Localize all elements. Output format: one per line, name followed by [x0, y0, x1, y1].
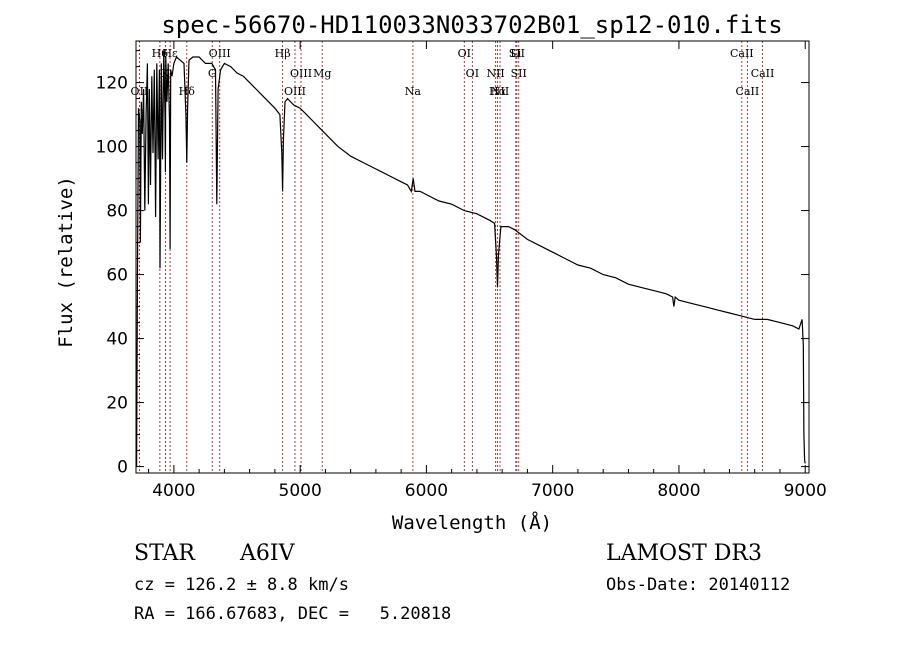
y-tick-label: 120 [96, 74, 128, 94]
subclass: A6IV [239, 541, 296, 566]
y-tick-label: 0 [117, 458, 128, 478]
annotation-label: CaII [751, 67, 775, 80]
survey-name: LAMOST DR3 [606, 541, 762, 566]
y-tick-label: 100 [96, 138, 128, 158]
annotation-label: Hε [162, 47, 178, 60]
y-tick-label: 80 [106, 202, 128, 222]
annotation-label: Na [405, 85, 422, 98]
y-tick-label: 60 [106, 266, 128, 286]
coordinates: RA = 166.67683, DEC = 5.20818 [134, 604, 451, 624]
y-tick-label: 40 [106, 330, 128, 350]
spectrum-line [135, 50, 806, 467]
annotation-labels: H6KHδOIIIOIIIOIIHεGOIIIHβMgNaOIOIHαSIINI… [131, 47, 775, 98]
y-axis: 0 20 40 60 80 100 120 [96, 50, 809, 478]
y-tick-label: 20 [106, 394, 128, 414]
annotation-label: Hδ [179, 85, 196, 98]
y-axis-label: Flux (relative) [55, 176, 77, 348]
x-tick-label: 4000 [152, 481, 195, 501]
annotation-label: OI [466, 67, 479, 80]
annotation-label: OI [458, 47, 471, 60]
x-tick-label: 5000 [279, 481, 322, 501]
annotation-label: NII [491, 85, 509, 98]
x-axis: 4000 5000 6000 7000 8000 9000 [148, 41, 827, 501]
x-tick-label: 9000 [784, 481, 827, 501]
annotation-label: Hα [489, 85, 507, 98]
x-axis-label: Wavelength (Å) [392, 511, 552, 534]
plot-frame [135, 40, 810, 474]
annotation-label: NII [486, 67, 504, 80]
annotation-label: OIII [290, 67, 312, 80]
chart-title: spec-56670-HD110033N033702B01_sp12-010.f… [161, 11, 782, 39]
annotation-label: Mg [313, 67, 331, 80]
x-tick-label: 7000 [531, 481, 574, 501]
obs-date: Obs-Date: 20140112 [606, 575, 790, 595]
annotation-label: SII [509, 47, 525, 60]
annotation-label: G [208, 67, 217, 80]
info-panel: STAR A6IV LAMOST DR3 cz = 126.2 ± 8.8 km… [134, 541, 790, 624]
annotation-lines [138, 41, 763, 473]
annotation-label: Li [510, 47, 521, 60]
annotation-label: CaII [730, 47, 754, 60]
annotation-label: OIII [284, 85, 306, 98]
x-tick-label: 6000 [405, 481, 448, 501]
x-tick-label: 8000 [657, 481, 700, 501]
annotation-label: OIII [209, 47, 231, 60]
annotation-label: OII [131, 85, 149, 98]
redshift-cz: cz = 126.2 ± 8.8 km/s [134, 575, 349, 595]
object-class: STAR [134, 541, 196, 566]
annotation-label: CaII [736, 85, 760, 98]
annotation-label: Hβ [275, 47, 291, 60]
annotation-label: SII [511, 67, 527, 80]
